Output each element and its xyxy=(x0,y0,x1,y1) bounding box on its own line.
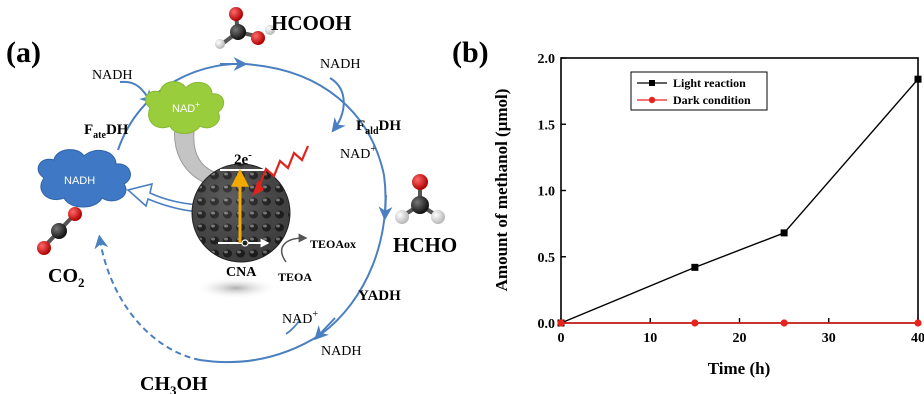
falddh-label: FaldDH xyxy=(356,118,401,137)
yadh-label: YADH xyxy=(358,288,401,304)
co2-molecule-icon xyxy=(37,207,82,255)
hcooh-label: HCOOH xyxy=(271,11,352,35)
ch3oh-label: CH3OH xyxy=(140,373,208,394)
nad-cloud-label: NAD+ xyxy=(172,100,200,115)
nadh-top-right-label: NADH xyxy=(320,57,360,72)
data-point-light xyxy=(691,263,699,271)
fatedh-label: FateDH xyxy=(84,122,129,141)
light-wave-arrowhead xyxy=(252,180,264,196)
nad-cloud: NAD+ xyxy=(145,81,225,134)
cycle-arrow-bottom xyxy=(314,317,336,341)
cycle-arc-bottom xyxy=(199,334,321,364)
x-tick-label: 20 xyxy=(733,331,747,346)
cycle-arc-dashed xyxy=(94,234,201,361)
x-tick-label: 30 xyxy=(822,331,836,346)
axis-ticks: 0 10 20 30 40 0.0 0.5 1.0 1.5 2.0 xyxy=(538,52,924,346)
cycle-arrow-right xyxy=(378,194,393,221)
legend-marker-light xyxy=(649,80,655,86)
nadh-bottom-label: NADH xyxy=(321,344,361,359)
y-axis-label: Amount of methanol (μmol) xyxy=(492,89,511,292)
data-point-dark xyxy=(691,319,699,327)
series-line-light xyxy=(560,78,919,324)
x-tick-label: 0 xyxy=(558,331,565,346)
teoa-ox-label: TEOAox xyxy=(310,237,356,251)
y-tick-label: 0.0 xyxy=(538,317,556,332)
nad-right-label: NAD+ xyxy=(340,144,376,162)
panel-a: (a) HCOOH xyxy=(6,7,457,394)
panel-b: (b) Amount of methanol (μmol) Time (h) 0… xyxy=(452,36,924,378)
y-tick-label: 1.0 xyxy=(538,185,556,200)
hole-marker xyxy=(241,239,249,247)
electrons-label: 2e- xyxy=(234,149,252,168)
hcho-molecule-icon xyxy=(395,174,445,224)
nadh-cloud-label: NADH xyxy=(64,175,95,187)
legend: Light reaction Dark condition xyxy=(630,71,768,111)
cna-label: CNA xyxy=(226,265,257,280)
nadh-hollow-arrow xyxy=(126,182,207,213)
light-wave-icon xyxy=(258,145,310,185)
hcho-label: HCHO xyxy=(393,233,457,257)
x-axis-label: Time (h) xyxy=(708,359,771,378)
hcooh-molecule-icon xyxy=(215,7,275,49)
teoa-arrow xyxy=(281,233,308,263)
data-point-light xyxy=(780,229,788,237)
y-tick-label: 0.5 xyxy=(538,251,556,266)
y-tick-label: 1.5 xyxy=(538,118,556,133)
nad-arrow-bottom xyxy=(285,319,301,335)
legend-label-dark: Dark condition xyxy=(673,93,751,107)
panel-b-label: (b) xyxy=(452,36,489,69)
cna-sphere xyxy=(191,163,291,263)
legend-marker-dark xyxy=(648,96,656,104)
nadh-arrow-top-right xyxy=(329,77,346,133)
x-tick-label: 40 xyxy=(911,331,924,346)
legend-label-light: Light reaction xyxy=(673,76,746,90)
data-point-dark xyxy=(557,319,565,327)
cycle-arc-right xyxy=(319,174,387,336)
legend-box xyxy=(630,71,768,111)
sphere-shadow xyxy=(194,277,278,299)
nadh-top-left-label: NADH xyxy=(92,68,132,83)
panel-a-label: (a) xyxy=(6,36,41,69)
data-point-dark xyxy=(780,319,788,327)
co2-label: CO2 xyxy=(48,265,85,290)
data-series xyxy=(557,75,922,327)
data-point-light xyxy=(914,75,922,83)
nadh-cloud: NADH xyxy=(37,149,131,208)
methanol-chart: Amount of methanol (μmol) Time (h) 0 10 20… xyxy=(492,52,924,378)
teoa-label: TEOA xyxy=(278,270,312,284)
y-tick-label: 2.0 xyxy=(538,52,556,67)
data-point-dark xyxy=(914,319,922,327)
nad-bottom-label: NAD+ xyxy=(282,309,318,327)
x-tick-label: 10 xyxy=(643,331,657,346)
